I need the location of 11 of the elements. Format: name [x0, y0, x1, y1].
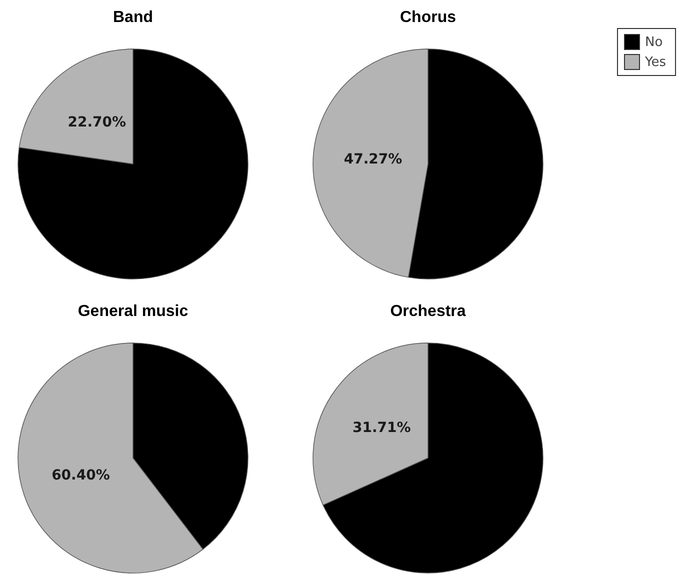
chart-title: Band [112, 8, 154, 28]
chart-title: Orchestra [389, 302, 467, 322]
legend-label: No [645, 34, 663, 50]
chart-title: Chorus [399, 8, 457, 28]
data-label: 31.71% [352, 420, 411, 436]
data-label: 47.27% [344, 151, 402, 168]
chart-title: General music [76, 302, 190, 322]
legend-label: Yes [645, 54, 666, 70]
pie-slice [18, 48, 248, 280]
data-label: 60.40% [52, 468, 110, 484]
data-label: 22.70% [68, 114, 126, 130]
